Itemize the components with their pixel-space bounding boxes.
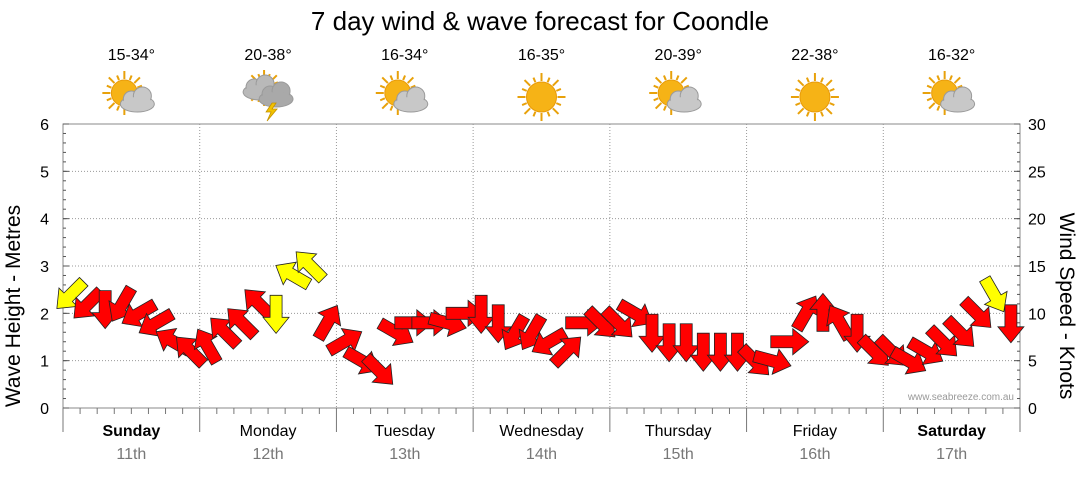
wind-arrow [959,295,992,328]
wind-arrow [997,304,1025,344]
wind-arrow [549,336,582,369]
wind-arrow [121,298,159,328]
wind-arrow [770,327,810,356]
wind-arrow [638,313,666,353]
y2-tick-label: 10 [1028,306,1046,323]
temp-label: 20-39° [655,47,702,64]
y2-tick-label: 5 [1028,354,1037,371]
wind-arrow [325,327,363,357]
day-label: Sunday [102,423,160,440]
wind-arrow [138,308,176,337]
wind-arrow [227,308,260,341]
wind-arrow [176,336,209,369]
wind-arrow [979,275,1008,313]
wind-arrow [193,328,223,366]
y-tick-label: 0 [40,401,49,418]
day-label: Tuesday [374,423,435,440]
wind-arrow [942,314,975,347]
wind-arrow [295,251,328,284]
y2-tick-label: 15 [1028,259,1046,276]
y-tick-label: 6 [40,117,49,134]
y-tick-label: 2 [40,306,49,323]
sun-icon [790,73,839,121]
y2-tick-label: 20 [1028,212,1046,229]
wind-arrow [467,294,495,334]
temp-label: 20-38° [244,47,291,64]
date-label: 14th [526,446,557,463]
date-label: 13th [389,446,420,463]
wind-arrow [600,305,633,338]
wind-arrow [531,326,569,356]
watermark: www.seabreeze.com.au [907,392,1014,403]
y2-tick-label: 25 [1028,164,1046,181]
y-tick-label: 1 [40,354,49,371]
wind-arrow [262,294,290,334]
y-tick-label: 4 [40,212,49,229]
day-label: Saturday [917,423,986,440]
day-label: Thursday [645,423,712,440]
y-tick-label: 5 [40,164,49,181]
temp-label: 22-38° [791,47,838,64]
day-label: Friday [793,423,837,440]
wind-arrow [906,336,944,365]
temp-label: 16-34° [381,47,428,64]
date-label: 17th [936,446,967,463]
day-label: Wednesday [499,423,583,440]
sun-icon [517,73,566,121]
wind-arrow [312,304,342,342]
partly-cloudy-icon [102,71,155,115]
partly-cloudy-icon [922,71,976,115]
wind-arrow [809,292,837,332]
y2-tick-label: 30 [1028,117,1046,134]
chart-title: 7 day wind & wave forecast for Coondle [311,6,769,36]
y-tick-label: 3 [40,259,49,276]
date-label: 11th [116,446,146,463]
wind-arrow [501,313,531,351]
y2-tick-label: 0 [1028,401,1037,418]
date-label: 16th [799,446,830,463]
y-axis-title: Wave Height - Metres [2,205,25,407]
wind-arrow [925,324,958,357]
wind-arrow [275,261,313,291]
wind-arrow [361,352,394,385]
thunderstorm-icon [242,70,294,122]
wind-arrow [889,345,927,375]
wind-arrow [672,323,701,363]
wind-arrow [56,276,89,309]
temp-label: 16-32° [928,47,975,64]
date-label: 12th [253,446,284,463]
wind-arrow [615,298,653,328]
partly-cloudy-icon [649,71,702,115]
partly-cloudy-icon [375,71,429,115]
wind-arrows [56,251,1025,385]
wind-arrow [706,332,735,372]
wind-arrow [752,348,792,375]
day-label: Monday [240,423,297,440]
y2-axis-title: Wind Speed - Knots [1055,213,1078,400]
wind-arrow [73,286,106,319]
wind-arrow [210,317,243,350]
temp-label: 15-34° [108,47,155,64]
temp-label: 16-35° [518,47,565,64]
date-label: 15th [663,446,694,463]
